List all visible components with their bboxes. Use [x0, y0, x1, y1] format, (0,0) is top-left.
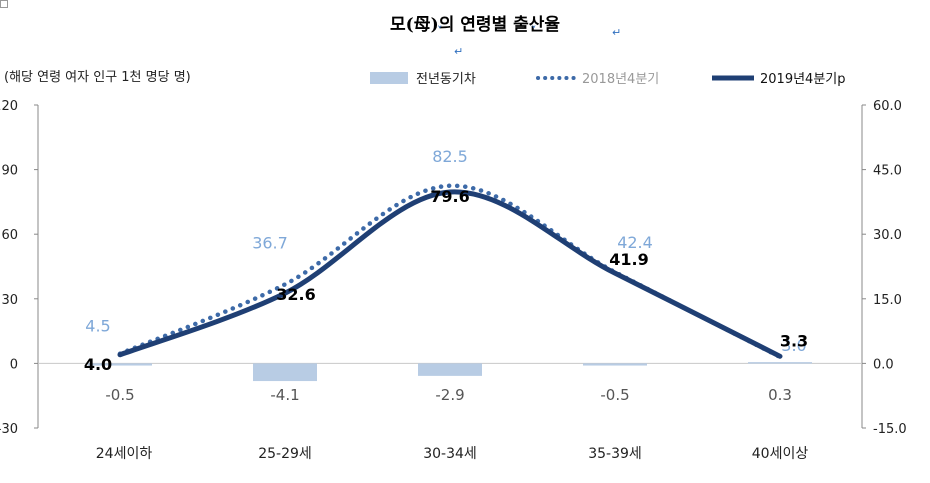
left-tick-label: 30 [1, 293, 18, 308]
bar-change [418, 363, 482, 376]
right-tick-label: 0.0 [873, 357, 894, 372]
prev-data-label: 3.0 [781, 336, 806, 355]
prev-data-label: 4.5 [85, 317, 110, 336]
legend: 전년동기차 2018년4분기 2019년4분기p [370, 72, 846, 87]
bar-change [748, 362, 812, 364]
left-tick-label: 0 [10, 357, 18, 372]
category-label: 35-39세 [588, 446, 642, 462]
right-tick-label: 30.0 [873, 228, 902, 243]
title-mark-2: ˅ [531, 24, 537, 37]
bar-change [253, 363, 317, 382]
category-label: 25-29세 [258, 446, 312, 462]
category-label: 40세이상 [752, 446, 809, 462]
bar-label: 0.3 [768, 386, 792, 404]
bar-label: -0.5 [105, 386, 134, 404]
prev-data-label: 36.7 [252, 233, 288, 252]
right-axis: -15.0 0.0 15.0 30.0 45.0 60.0 [861, 99, 907, 437]
left-tick-label: -30 [0, 422, 18, 437]
right-tick-label: 60.0 [873, 99, 902, 114]
right-tick-label: 45.0 [873, 164, 902, 179]
chart-title: 모(母)의 연령별 출산율 [390, 14, 560, 35]
bar-series [88, 362, 812, 382]
unit-label: (해당 연령 여자 인구 1천 명당 명) [4, 70, 191, 85]
bar-label: -2.9 [435, 386, 464, 404]
right-tick-label: 15.0 [873, 293, 902, 308]
title-mark-3: ↵ [612, 26, 621, 39]
cur-data-label: 32.6 [276, 285, 315, 304]
bar-change [88, 363, 152, 366]
legend-bar-label: 전년동기차 [416, 72, 476, 87]
data-labels: -0.5 -4.1 -2.9 -0.5 0.3 4.5 36.7 82.5 42.4 3.0 4.0… [84, 147, 808, 404]
left-tick-label: 120 [0, 99, 18, 114]
bar-label: -0.5 [600, 386, 629, 404]
legend-prev-label: 2018년4분기 [582, 72, 659, 87]
category-label: 24세이하 [96, 446, 153, 462]
legend-bar-swatch [370, 72, 408, 84]
left-axis: -30 0 30 60 90 120 [0, 99, 39, 437]
bar-label: -4.1 [270, 386, 299, 404]
category-axis: 24세이하 25-29세 30-34세 35-39세 40세이상 [96, 446, 809, 462]
cur-data-label: 79.6 [430, 187, 469, 206]
legend-cur-label: 2019년4분기p [760, 72, 846, 87]
line-2018-q4 [117, 183, 783, 360]
corner-mark [0, 0, 8, 8]
prev-data-label: 82.5 [432, 147, 468, 166]
right-tick-label: -15.0 [873, 422, 907, 437]
cur-data-label: 3.3 [780, 331, 808, 350]
cur-data-label: 4.0 [84, 355, 112, 374]
prev-data-label: 42.4 [617, 233, 653, 252]
cur-data-label: 41.9 [609, 250, 648, 269]
left-tick-label: 90 [1, 164, 18, 179]
line-series [117, 183, 783, 360]
title-mark-1: ˅ [437, 24, 443, 37]
bar-change [583, 363, 647, 366]
line-2019-q4 [117, 189, 783, 359]
left-tick-label: 60 [1, 228, 18, 243]
category-label: 30-34세 [423, 446, 477, 462]
title-mark-4: ↵ [454, 45, 463, 58]
